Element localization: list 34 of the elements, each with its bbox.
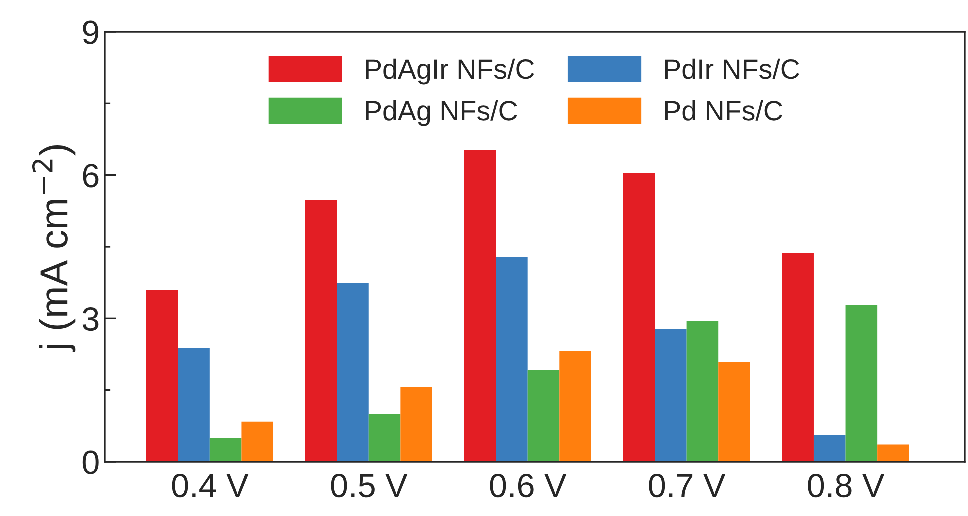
bar xyxy=(464,150,496,462)
legend-label: PdAgIr NFs/C xyxy=(366,58,534,85)
x-tick-label: 0.4 V xyxy=(172,474,249,498)
bar xyxy=(718,362,750,462)
x-tick-label: 0.7 V xyxy=(649,474,726,498)
bar xyxy=(528,370,560,462)
bar xyxy=(242,422,274,462)
y-tick-label: 9 xyxy=(83,20,99,44)
bar xyxy=(178,348,210,462)
bar xyxy=(814,435,846,462)
bar xyxy=(782,253,814,462)
bar xyxy=(337,283,369,462)
bar xyxy=(368,414,401,462)
bar xyxy=(686,321,719,462)
bar xyxy=(400,386,432,462)
bar xyxy=(846,305,878,462)
bar xyxy=(146,290,178,462)
y-tick-label: 3 xyxy=(82,307,99,332)
bar xyxy=(655,329,687,462)
y-tick-label: 6 xyxy=(83,164,99,188)
bar xyxy=(623,172,656,462)
x-tick-label: 0.6 V xyxy=(490,474,567,498)
legend-label: PdIr NFs/C xyxy=(665,58,800,80)
y-tick-label: 0 xyxy=(82,450,99,474)
x-tick-label: 0.8 V xyxy=(808,474,885,498)
x-tick-label: 0.5 V xyxy=(331,474,408,498)
bar xyxy=(878,444,910,462)
legend-label: PdAg NFs/C xyxy=(366,100,518,126)
bar xyxy=(305,200,338,462)
bar xyxy=(210,438,242,462)
legend-label: Pd NFs/C xyxy=(665,100,782,121)
y-axis-title: j (mA cm$^{−2}$) xyxy=(32,146,76,352)
bar xyxy=(560,351,592,462)
bar xyxy=(496,257,528,462)
